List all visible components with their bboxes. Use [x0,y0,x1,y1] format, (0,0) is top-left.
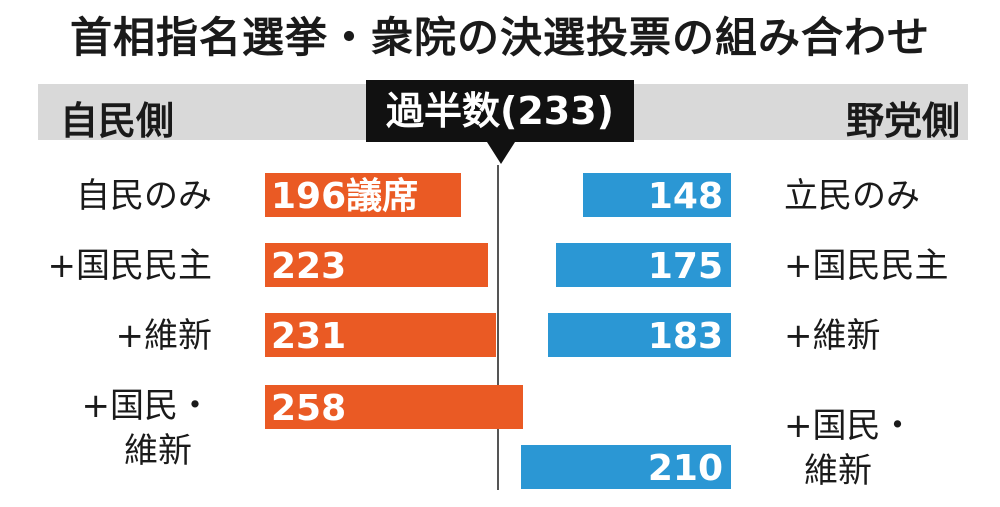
value-label-right-3: 210 [648,448,723,489]
category-right-0: 立民のみ [784,176,920,216]
category-right-3-line2: 維新 [804,451,872,491]
category-left-3-line2: 維新 [124,431,192,471]
bar-left-0 [265,173,461,217]
bar-right-1 [556,243,731,287]
category-left-1: +国民民主 [48,246,213,286]
bar-left-3 [265,385,523,429]
bar-left-1 [265,243,488,287]
majority-label: 過半数(233) [366,80,634,142]
value-label-left-2: 231 [271,316,346,357]
value-label-left-3: 258 [271,388,346,429]
value-label-right-0: 148 [648,176,723,217]
value-label-left-0: 196議席 [271,176,418,217]
value-label-right-2: 183 [648,316,723,357]
category-right-3-line1: +国民・ [784,406,915,446]
bar-right-2 [548,313,731,357]
category-right-2: +維新 [784,316,881,356]
category-left-3-line1: +国民・ [82,386,213,426]
bar-right-0 [583,173,731,217]
bar-right-3 [521,445,731,489]
majority-pointer [487,142,515,164]
chart-title: 首相指名選挙・衆院の決選投票の組み合わせ [69,13,930,62]
value-label-left-1: 223 [271,246,346,287]
category-right-1: +国民民主 [784,246,949,286]
bar-left-2 [265,313,496,357]
value-label-right-1: 175 [648,246,723,287]
right-side-header: 野党側 [845,99,960,143]
category-left-0: 自民のみ [76,176,212,216]
left-side-header: 自民側 [60,99,175,143]
category-left-2: +維新 [116,316,213,356]
